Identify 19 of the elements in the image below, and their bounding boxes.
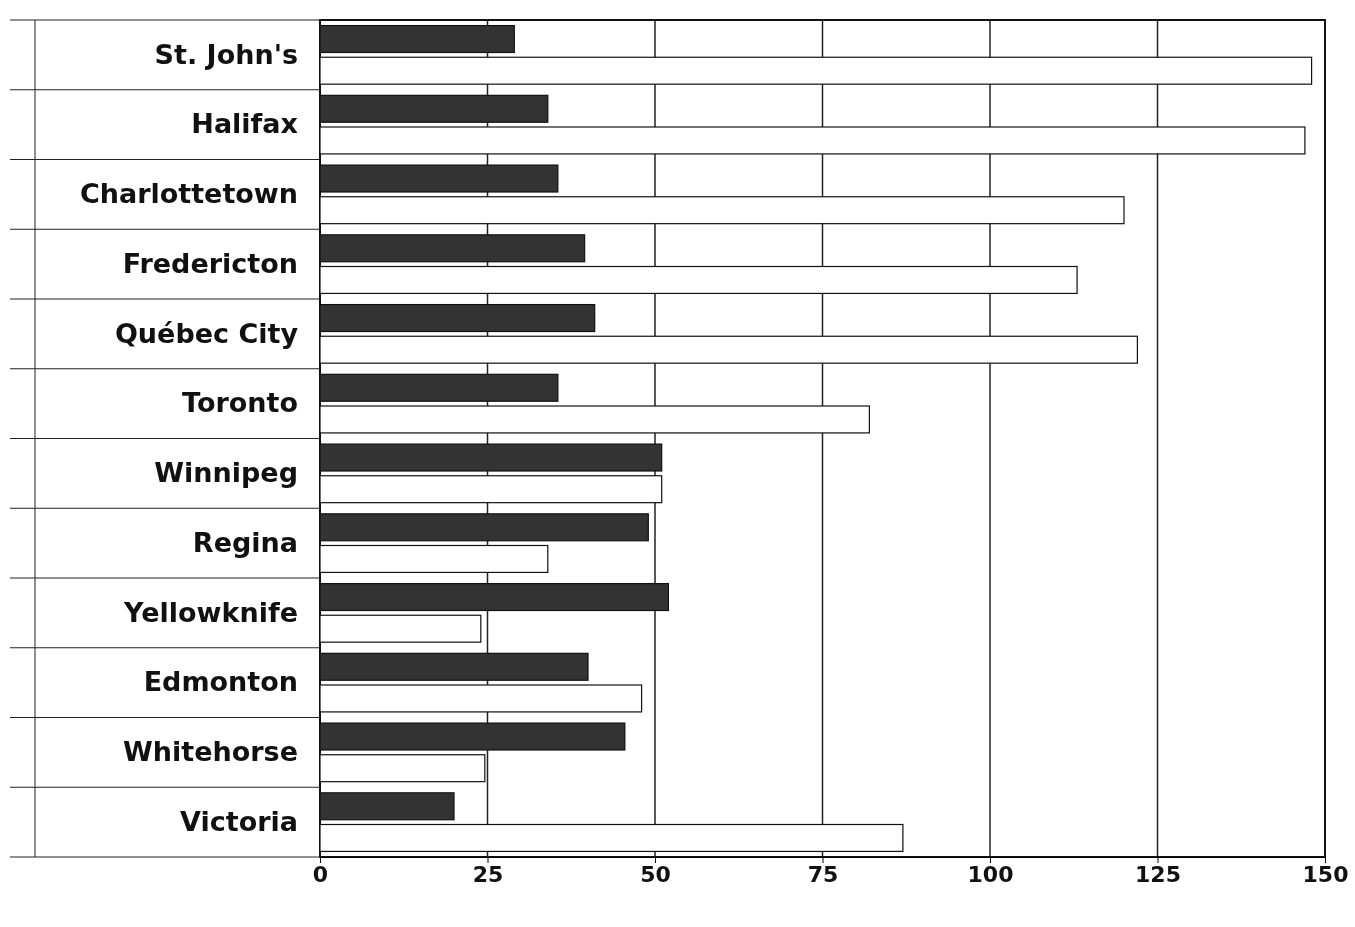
x-tick-label: 0 [312,861,329,887]
x-tick-label: 125 [1135,861,1181,887]
x-tick-label: 75 [807,861,839,887]
x-tick-label: 50 [640,861,671,887]
y-tick-label: Québec City [114,317,299,349]
y-tick-label: Whitehorse [123,736,298,768]
y-tick-label: Toronto [182,387,298,419]
y-tick-label: St. John's [154,38,298,70]
x-tick-label: 100 [967,861,1014,887]
y-tick-label: Yellowknife [123,596,298,628]
y-tick-label: Victoria [180,805,298,837]
y-tick-label: Fredericton [122,247,298,279]
y-tick-label: Regina [192,526,298,558]
x-tick-label: 25 [472,861,504,887]
y-tick-label: Edmonton [143,666,298,698]
y-tick-label: Halifax [191,108,298,140]
y-tick-label: Winnipeg [154,457,298,489]
x-tick-label: 150 [1302,861,1349,887]
y-tick-label: Charlottetown [79,178,298,210]
